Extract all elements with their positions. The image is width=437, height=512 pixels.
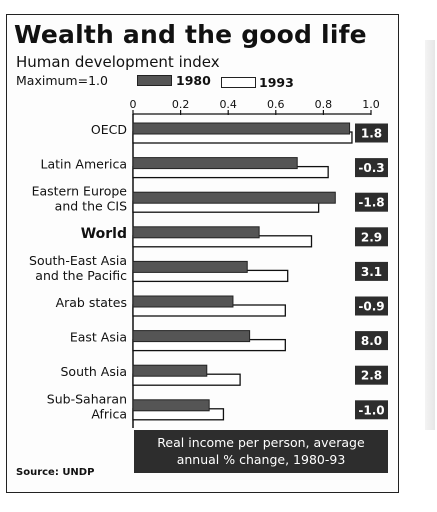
bar-1980 [132,330,251,343]
change-value-label: 2.9 [361,230,382,244]
change-value-label: -1.8 [358,196,384,210]
page-edge-shadow [425,40,435,430]
chart-title: Wealth and the good life [14,20,367,49]
category-label: Latin America [41,157,127,172]
income-note-line: annual % change, 1980-93 [176,452,346,467]
change-box [355,296,388,316]
change-value-label: 2.8 [361,369,382,383]
change-box [355,123,388,143]
change-box [355,331,388,351]
x-tick-label: 1.0 [362,98,380,111]
change-value-label: 8.0 [361,334,382,348]
bar-1980 [132,260,248,273]
bar-1980 [132,226,260,239]
income-note-box: Real income per person, average annual %… [134,430,388,473]
category-label: Africa [91,406,127,421]
legend-label-1993: 1993 [259,75,294,90]
category-label: OECD [91,122,127,137]
change-box [355,158,388,178]
x-tick-label: 0 [130,98,137,111]
category-label: and the Pacific [35,268,127,283]
x-tick-label: 0.4 [219,98,237,111]
change-value-label: 1.8 [361,127,382,141]
category-label: Sub-Saharan [47,391,127,406]
x-tick-label: 0.8 [315,98,333,111]
legend-label-1980: 1980 [176,73,211,88]
bar-1980 [132,122,351,135]
change-value-label: -0.9 [358,300,384,314]
bar-1980 [132,399,210,412]
x-tick-label: 0.2 [172,98,190,111]
category-label: World [81,226,127,242]
change-value-label: -0.3 [358,161,384,175]
bar-1980 [132,191,336,204]
income-note-line: Real income per person, average [157,435,365,450]
change-value-label: -1.0 [358,403,384,417]
source-label: Source: UNDP [16,467,95,478]
category-label: South Asia [61,364,128,379]
legend-swatch-1980 [137,75,172,86]
bar-1980 [132,364,208,377]
change-box [355,365,388,385]
change-box [355,400,388,420]
change-box [355,227,388,247]
category-label: South-East Asia [29,253,127,268]
change-value-label: 3.1 [361,265,382,279]
category-label: East Asia [70,330,127,345]
bar-1980 [132,157,298,170]
change-box [355,261,388,281]
category-label: and the CIS [55,199,127,214]
category-label: Arab states [56,295,127,310]
bar-1980 [132,295,234,308]
chart-subtitle: Human development index [16,53,220,71]
legend-swatch-1993 [221,77,256,88]
category-label: Eastern Europe [32,184,128,199]
x-tick-label: 0.6 [267,98,285,111]
scale-maximum-label: Maximum=1.0 [16,73,108,88]
change-box [355,192,388,212]
